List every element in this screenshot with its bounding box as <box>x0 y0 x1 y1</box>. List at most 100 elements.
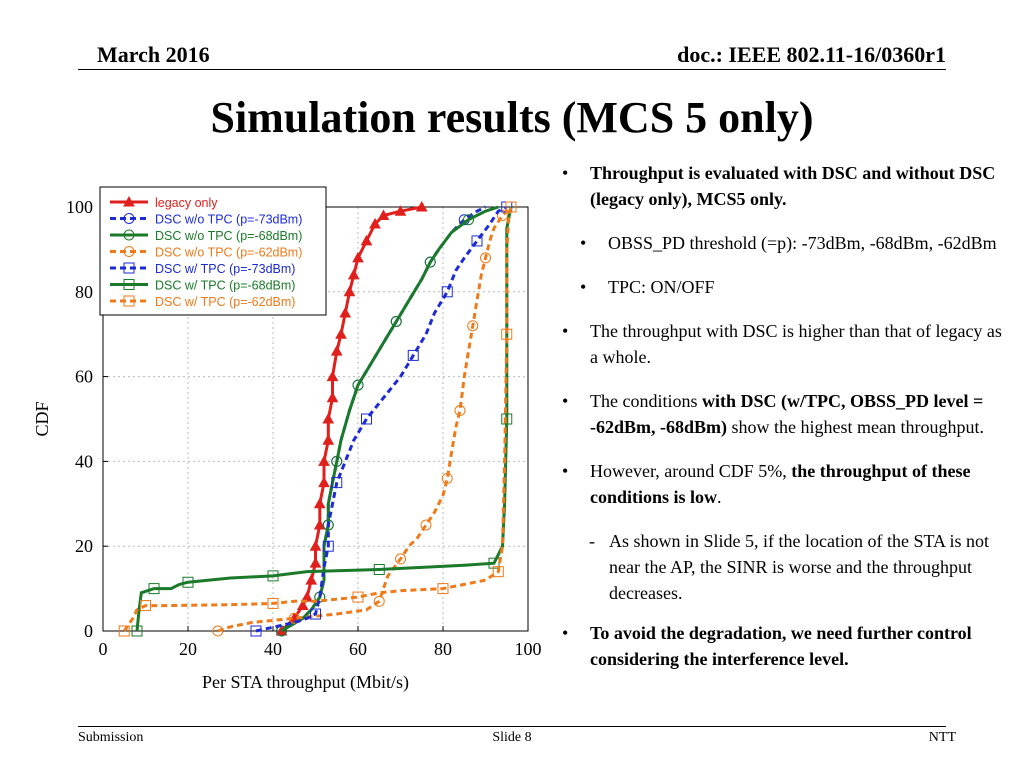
series-point <box>305 574 318 585</box>
series-point <box>497 209 508 221</box>
bullet-item: • The conditions with DSC (w/TPC, OBSS_PD… <box>562 388 1002 440</box>
series-point <box>322 519 334 531</box>
bullet-text: OBSS_PD threshold (=p): -73dBm, -68dBm, … <box>608 233 997 253</box>
series-point <box>352 379 364 391</box>
y-axis-title: CDF <box>32 401 52 436</box>
series-point <box>441 286 453 298</box>
legend-label: DSC w/o TPC (p=-73dBm) <box>155 213 302 227</box>
series-point <box>322 412 335 424</box>
series-point <box>212 625 224 637</box>
bullet-list: • Throughput is evaluated with DSC and wi… <box>562 160 1002 690</box>
bullet-text: The conditions <box>590 391 702 411</box>
bullet-marker: • <box>580 277 587 297</box>
bullet-item: • The throughput with DSC is higher than … <box>562 318 1002 370</box>
series-point <box>313 497 326 509</box>
series-point <box>373 595 385 607</box>
series-point <box>437 583 449 595</box>
bullet-text: However, around CDF 5%, <box>590 461 792 481</box>
y-tick-label: 20 <box>75 536 93 556</box>
series-point <box>488 557 500 569</box>
bullet-text: TPC: ON/OFF <box>608 277 715 297</box>
footer-company: NTT <box>928 730 956 745</box>
cdf-chart: 0 20 40 60 80 100 0 20 40 60 80 100 Per STA throughp… <box>32 186 542 693</box>
x-tick-label: 20 <box>179 639 197 659</box>
series-point <box>148 583 160 595</box>
series-point <box>471 235 483 247</box>
bullet-text: Throughput is evaluated with DSC and wit… <box>590 163 996 209</box>
series-point <box>505 201 517 213</box>
series-point <box>347 268 360 280</box>
bullet-text: show the highest mean throughput. <box>727 417 984 437</box>
bullet-item: • However, around CDF 5%, the throughput … <box>562 458 1002 510</box>
y-tick-label: 0 <box>84 621 93 641</box>
series-point <box>313 518 326 530</box>
series-point <box>326 391 339 403</box>
x-tick-label: 80 <box>434 639 452 659</box>
series-point <box>463 214 474 226</box>
legend-label: DSC w/o TPC (p=-68dBm) <box>155 229 302 243</box>
y-tick-label: 40 <box>75 451 93 471</box>
header-doc-id: doc.: IEEE 802.11-16/0360r1 <box>677 42 946 67</box>
series-point <box>352 591 364 603</box>
legend-box <box>99 186 327 316</box>
footer-submission: Submission <box>78 730 144 745</box>
series-point <box>322 434 335 445</box>
bullet-text: with DSC (w/TPC, OBSS_PD level = -62dBm,… <box>590 391 984 437</box>
series-point <box>454 405 466 417</box>
series-point <box>131 625 143 637</box>
series-point <box>501 413 513 425</box>
series-point <box>420 519 432 531</box>
legend-marker <box>123 295 135 307</box>
series-point <box>309 540 322 551</box>
series-point <box>467 320 479 332</box>
series-point <box>301 591 313 602</box>
slide-title: Simulation results (MCS 5 only) <box>210 93 814 142</box>
series-point <box>182 576 194 588</box>
legend-marker <box>123 213 135 224</box>
series-point <box>441 472 453 484</box>
legend-marker <box>123 246 135 257</box>
x-axis-title: Per STA throughput (Mbit/s) <box>202 672 409 693</box>
series-point <box>424 256 436 268</box>
series-point <box>318 476 330 488</box>
series-point <box>407 349 419 361</box>
footer-divider <box>78 726 946 727</box>
header-divider <box>78 69 946 70</box>
x-tick-label: 60 <box>349 639 367 659</box>
series-point <box>322 540 334 552</box>
x-tick-label: 100 <box>515 639 542 659</box>
series-point <box>360 234 373 246</box>
series-point <box>309 557 322 568</box>
series-point <box>118 625 130 637</box>
series-point <box>330 345 343 356</box>
series-point <box>361 413 372 425</box>
bullet-item: - As shown in Slide 5, if the location of… <box>562 528 1002 606</box>
series-point <box>492 566 504 578</box>
legend-marker <box>123 279 135 290</box>
series-point <box>267 570 279 582</box>
legend-label: DSC w/ TPC (p=-68dBm) <box>155 279 295 293</box>
legend-label: DSC w/o TPC (p=-62dBm) <box>155 246 302 260</box>
series-line <box>255 205 508 633</box>
bullet-item: • Throughput is evaluated with DSC and wi… <box>562 160 1002 212</box>
bullet-text: As shown in Slide 5, if the location of … <box>609 531 990 603</box>
series-point <box>415 200 428 212</box>
series-point <box>395 553 406 565</box>
series-point <box>318 455 330 466</box>
bullet-item: • OBSS_PD threshold (=p): -73dBm, -68dBm,… <box>562 230 1002 256</box>
bullet-text: The throughput with DSC is higher than t… <box>590 321 1002 367</box>
series-point <box>288 612 300 624</box>
legend-marker <box>123 195 135 207</box>
bullet-marker: • <box>562 321 569 341</box>
bullet-text: . <box>717 487 722 507</box>
series-point <box>343 285 356 297</box>
series-point <box>326 370 339 382</box>
y-tick-label: 60 <box>75 367 93 387</box>
series-point <box>501 328 513 340</box>
series-point <box>267 597 279 609</box>
series-point <box>394 205 407 216</box>
footer-slide-number: Slide 8 <box>492 730 532 745</box>
series-line <box>217 205 513 633</box>
legend-marker <box>123 262 135 274</box>
legend-label: DSC w/ TPC (p=-62dBm) <box>155 295 295 309</box>
